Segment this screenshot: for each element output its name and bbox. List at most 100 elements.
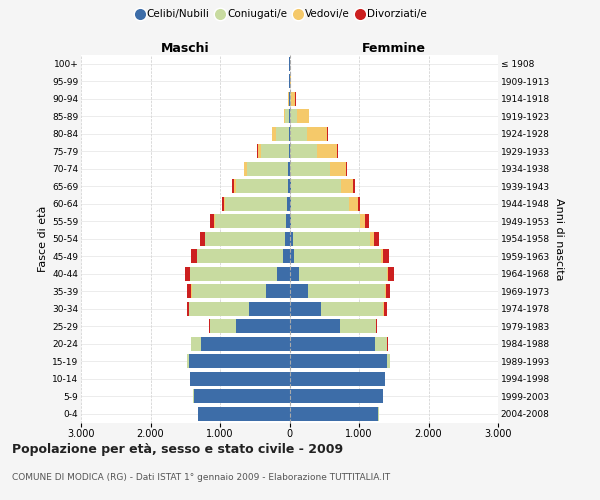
Bar <box>290 109 296 124</box>
Bar <box>236 319 290 334</box>
Bar <box>210 214 214 228</box>
Bar <box>197 249 283 264</box>
Bar <box>233 179 236 194</box>
Bar <box>290 232 293 246</box>
Bar <box>370 232 374 246</box>
Bar <box>299 266 387 281</box>
Bar <box>307 126 328 141</box>
Bar <box>341 179 353 194</box>
Bar <box>290 214 292 228</box>
Bar <box>266 284 290 298</box>
Bar <box>290 196 291 211</box>
Bar <box>386 284 391 298</box>
Bar <box>290 336 375 351</box>
Bar <box>387 354 390 368</box>
Bar <box>284 109 285 124</box>
Bar <box>214 214 215 228</box>
Bar <box>200 232 205 246</box>
Bar <box>340 319 376 334</box>
Bar <box>283 249 290 264</box>
Bar <box>289 144 290 158</box>
Bar <box>375 336 388 351</box>
Bar <box>236 179 288 194</box>
Text: Popolazione per età, sesso e stato civile - 2009: Popolazione per età, sesso e stato civil… <box>12 442 343 456</box>
Bar <box>187 302 189 316</box>
Bar <box>383 249 389 264</box>
Bar <box>249 302 290 316</box>
Bar <box>198 406 290 421</box>
Bar <box>286 232 290 246</box>
Bar <box>272 126 276 141</box>
Bar <box>383 302 387 316</box>
Bar <box>244 162 247 176</box>
Bar <box>290 354 387 368</box>
Bar <box>290 144 317 158</box>
Bar <box>191 284 266 298</box>
Bar <box>224 196 225 211</box>
Bar <box>190 302 249 316</box>
Bar <box>290 406 379 421</box>
Bar <box>277 266 290 281</box>
Bar <box>322 302 383 316</box>
Bar <box>232 179 233 194</box>
Legend: Celibi/Nubili, Coniugati/e, Vedovi/e, Divorziati/e: Celibi/Nubili, Coniugati/e, Vedovi/e, Di… <box>133 5 431 24</box>
Bar <box>191 249 197 264</box>
Bar <box>288 179 290 194</box>
Bar <box>358 196 360 211</box>
Bar <box>247 162 288 176</box>
Y-axis label: Fasce di età: Fasce di età <box>38 206 48 272</box>
Bar <box>292 214 359 228</box>
Bar <box>194 389 290 404</box>
Bar <box>353 179 355 194</box>
Bar <box>191 336 200 351</box>
Bar <box>285 109 289 124</box>
Bar <box>291 196 349 211</box>
Bar <box>349 196 358 211</box>
Bar <box>225 196 287 211</box>
Bar <box>290 126 307 141</box>
Bar <box>287 196 290 211</box>
Bar <box>359 214 365 228</box>
Bar <box>190 354 290 368</box>
Bar <box>290 162 330 176</box>
Bar <box>290 319 340 334</box>
Bar <box>380 249 383 264</box>
Bar <box>376 319 377 334</box>
Bar <box>190 372 290 386</box>
Bar <box>286 214 290 228</box>
Bar <box>388 266 394 281</box>
Bar <box>215 214 286 228</box>
Bar <box>288 162 290 176</box>
Bar <box>346 162 347 176</box>
Bar <box>222 196 224 211</box>
Bar <box>290 249 295 264</box>
Bar <box>290 302 322 316</box>
Y-axis label: Anni di nascita: Anni di nascita <box>554 198 564 280</box>
Bar <box>291 179 341 194</box>
Bar <box>308 284 385 298</box>
Text: Maschi: Maschi <box>161 42 209 55</box>
Bar <box>365 214 368 228</box>
Bar <box>290 389 383 404</box>
Bar <box>209 319 236 334</box>
Bar <box>276 126 289 141</box>
Text: Femmine: Femmine <box>362 42 426 55</box>
Bar <box>292 92 295 106</box>
Bar <box>200 336 290 351</box>
Bar <box>290 284 308 298</box>
Bar <box>258 144 261 158</box>
Bar <box>317 144 337 158</box>
Bar <box>261 144 289 158</box>
Bar <box>337 144 338 158</box>
Bar <box>290 92 292 106</box>
Bar <box>293 232 370 246</box>
Text: COMUNE DI MODICA (RG) - Dati ISTAT 1° gennaio 2009 - Elaborazione TUTTITALIA.IT: COMUNE DI MODICA (RG) - Dati ISTAT 1° ge… <box>12 472 390 482</box>
Bar <box>290 372 385 386</box>
Bar <box>187 284 191 298</box>
Bar <box>187 354 190 368</box>
Bar <box>330 162 346 176</box>
Bar <box>205 232 286 246</box>
Bar <box>374 232 379 246</box>
Bar <box>387 266 388 281</box>
Bar <box>295 249 380 264</box>
